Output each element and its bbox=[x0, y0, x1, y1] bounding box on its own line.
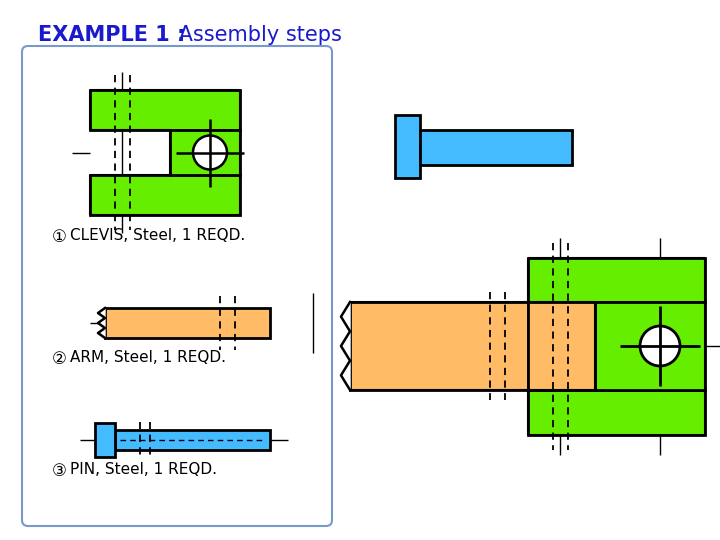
FancyBboxPatch shape bbox=[22, 46, 332, 526]
Text: EXAMPLE 1 :: EXAMPLE 1 : bbox=[38, 25, 185, 45]
Bar bbox=[170, 130, 240, 175]
Bar bbox=[528, 302, 595, 390]
Bar bbox=[95, 423, 115, 457]
Polygon shape bbox=[341, 302, 350, 332]
Bar bbox=[90, 175, 240, 215]
Circle shape bbox=[193, 136, 227, 170]
Text: ③: ③ bbox=[52, 462, 67, 480]
Bar bbox=[115, 430, 270, 450]
Text: PIN, Steel, 1 REQD.: PIN, Steel, 1 REQD. bbox=[70, 462, 217, 477]
Bar bbox=[395, 115, 420, 178]
Text: ①: ① bbox=[52, 228, 67, 246]
Polygon shape bbox=[98, 308, 105, 318]
Text: CLEVIS, Steel, 1 REQD.: CLEVIS, Steel, 1 REQD. bbox=[70, 228, 246, 243]
Circle shape bbox=[640, 326, 680, 366]
Bar bbox=[420, 130, 572, 165]
Bar bbox=[90, 90, 240, 130]
Bar bbox=[528, 258, 705, 302]
Polygon shape bbox=[98, 318, 105, 328]
Bar bbox=[105, 308, 270, 338]
Bar bbox=[528, 390, 705, 435]
Polygon shape bbox=[341, 332, 350, 361]
Bar bbox=[595, 302, 705, 390]
Polygon shape bbox=[341, 361, 350, 390]
Polygon shape bbox=[98, 328, 105, 338]
Text: Assembly steps: Assembly steps bbox=[172, 25, 342, 45]
Bar bbox=[350, 302, 528, 390]
Text: ②: ② bbox=[52, 350, 67, 368]
Text: ARM, Steel, 1 REQD.: ARM, Steel, 1 REQD. bbox=[70, 350, 226, 365]
